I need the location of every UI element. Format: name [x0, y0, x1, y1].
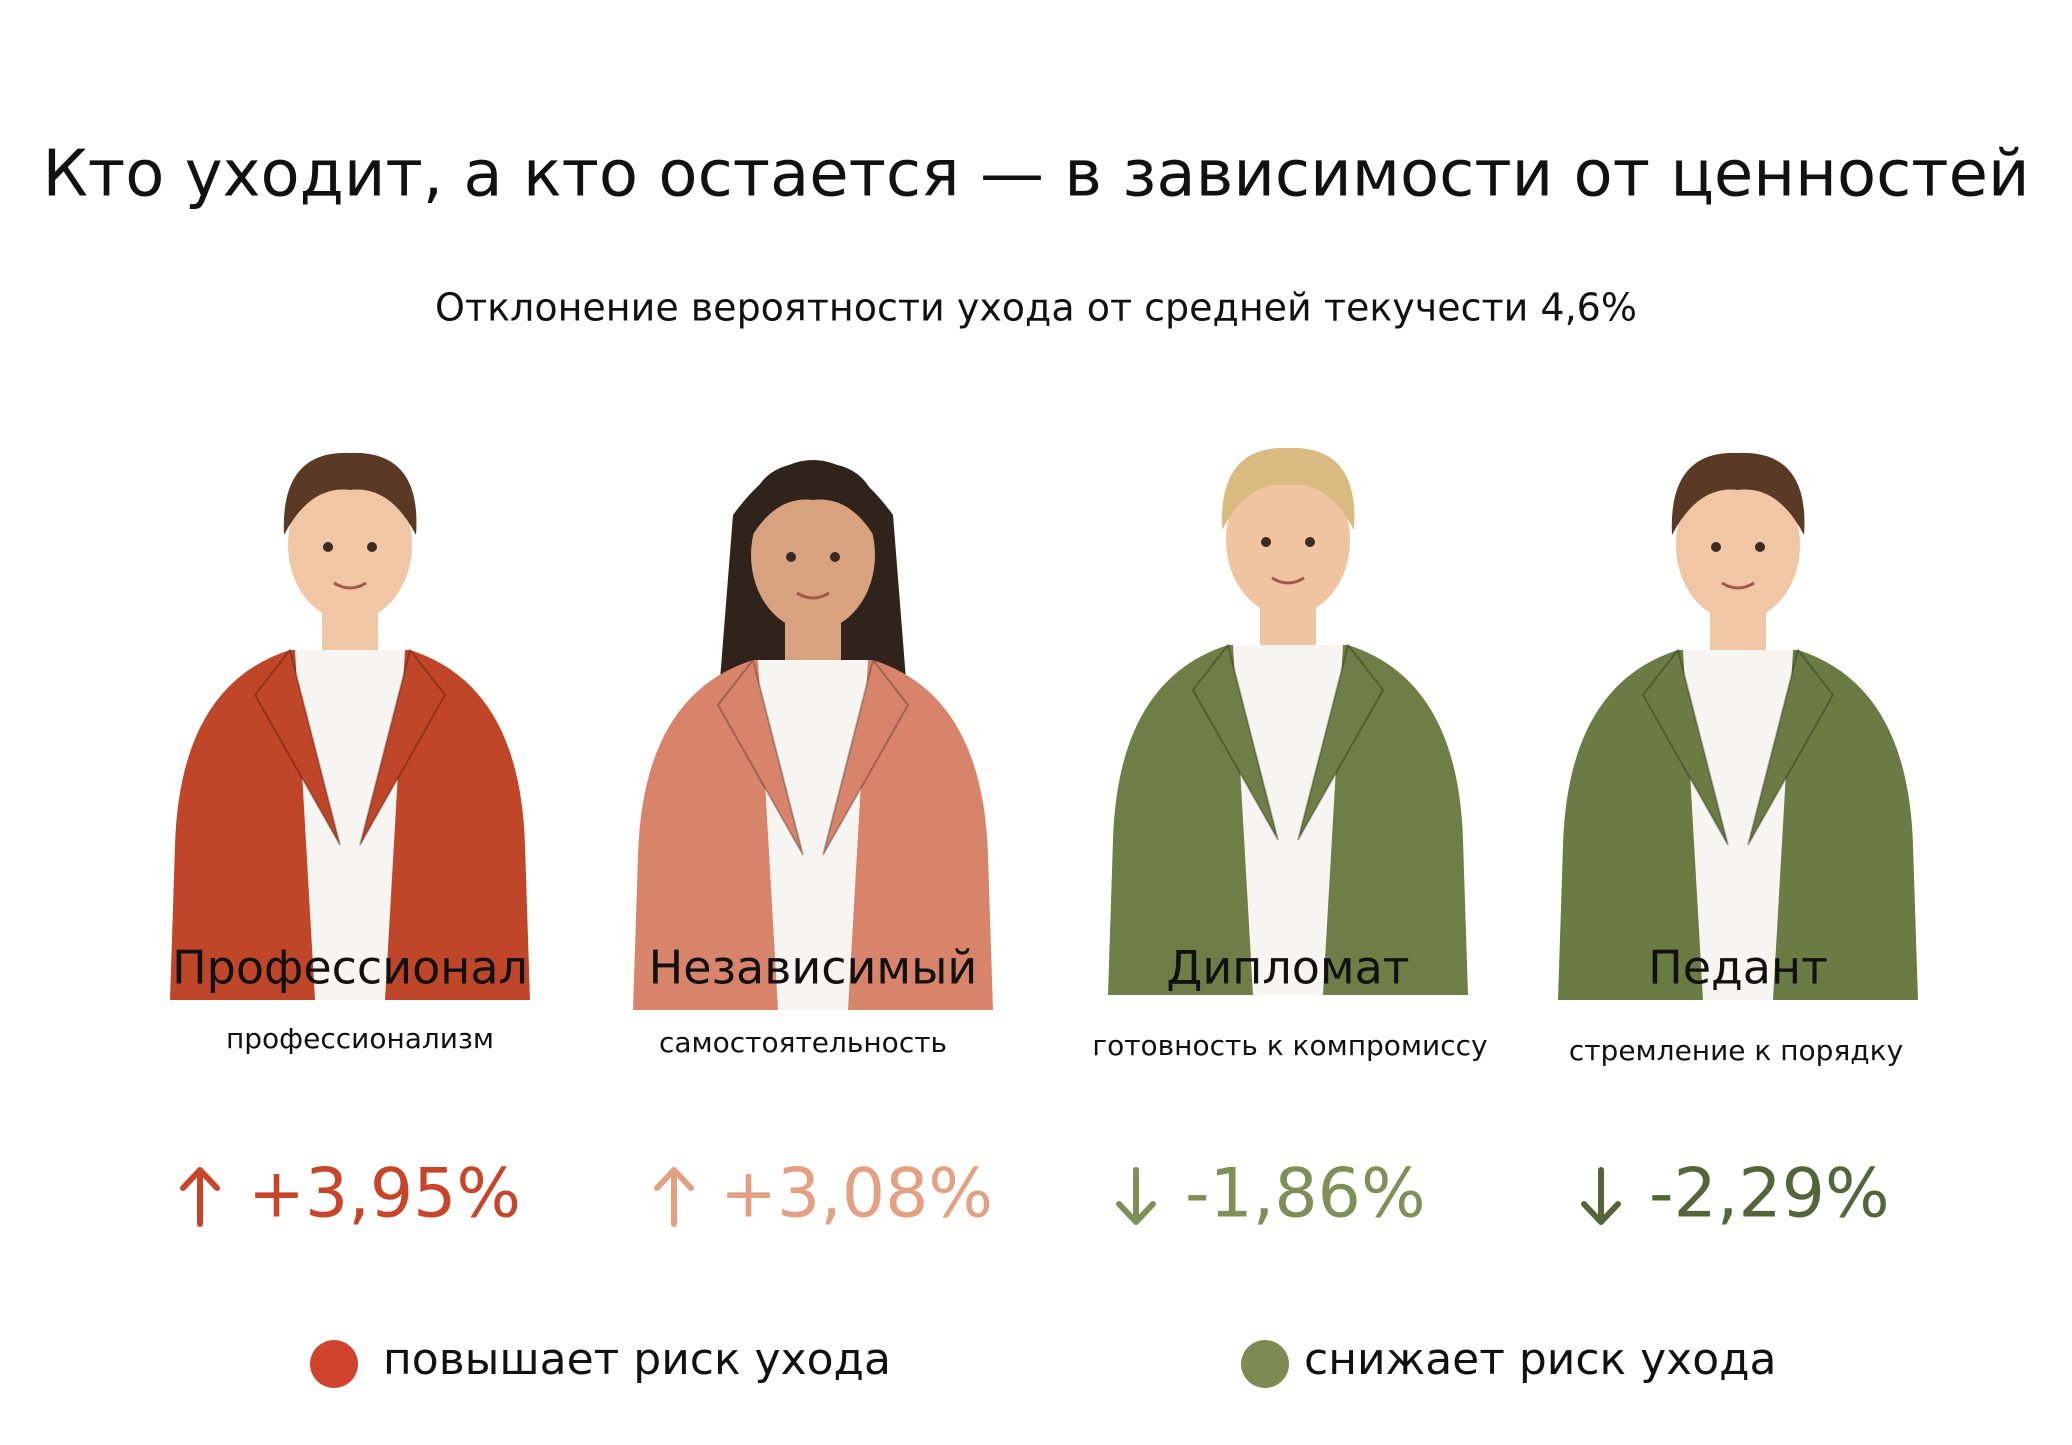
- illustration-part: [253, 647, 447, 846]
- illustration-part: [367, 542, 377, 552]
- illustration-part: [716, 657, 910, 856]
- card-value: +3,08%: [720, 1155, 993, 1234]
- card-value: +3,95%: [248, 1155, 521, 1234]
- illustration-part: [1305, 537, 1315, 547]
- legend-swatch: [310, 1340, 358, 1388]
- card-name: Профессионал: [172, 941, 528, 995]
- illustration-part: [830, 552, 840, 562]
- illustration-part: [333, 581, 367, 590]
- illustration-part: [786, 552, 796, 562]
- card-trait: самостоятельность: [659, 1026, 947, 1059]
- legend-label: снижает риск ухода: [1304, 1334, 1777, 1385]
- subtitle: Отклонение вероятности ухода от средней …: [435, 286, 1637, 330]
- value-arrow: [654, 1167, 694, 1227]
- illustration-part: [1641, 647, 1835, 846]
- legend-swatch: [1241, 1340, 1289, 1388]
- card-value: -2,29%: [1649, 1155, 1890, 1234]
- illustration-part: [1755, 542, 1765, 552]
- illustration-part: [1221, 447, 1355, 530]
- illustration-part: [1191, 642, 1385, 841]
- illustration-part: [796, 591, 830, 600]
- card-trait: профессионализм: [226, 1022, 494, 1055]
- card-trait: готовность к компромиссу: [1092, 1029, 1487, 1062]
- value-arrow: [1581, 1167, 1621, 1225]
- card-value: -1,86%: [1185, 1155, 1426, 1234]
- value-arrow: [1116, 1167, 1156, 1225]
- card-name: Независимый: [649, 941, 978, 995]
- illustration-part: [295, 650, 405, 1000]
- illustration-part: [1676, 469, 1800, 621]
- value-arrow: [180, 1167, 220, 1227]
- illustration-part: [1261, 537, 1271, 547]
- illustration-part: [1711, 542, 1721, 552]
- legend-label: повышает риск ухода: [383, 1334, 891, 1385]
- illustration-part: [758, 660, 868, 1010]
- illustration-part: [1233, 645, 1343, 995]
- illustration-part: [751, 479, 875, 631]
- card-trait: стремление к порядку: [1569, 1034, 1903, 1067]
- illustration-part: [1671, 452, 1805, 535]
- illustration-part: [1721, 581, 1755, 590]
- card-name: Дипломат: [1166, 941, 1409, 995]
- illustration-part: [323, 542, 333, 552]
- illustrations: [170, 447, 1918, 1010]
- title: Кто уходит, а кто остается — в зависимос…: [42, 138, 2029, 212]
- illustration-part: [1226, 464, 1350, 616]
- illustration-part: [288, 469, 412, 621]
- card-name: Педант: [1648, 941, 1828, 995]
- illustration-part: [746, 462, 880, 545]
- illustration-part: [283, 452, 417, 535]
- illustration-part: [1683, 650, 1793, 1000]
- illustration-part: [1271, 576, 1305, 585]
